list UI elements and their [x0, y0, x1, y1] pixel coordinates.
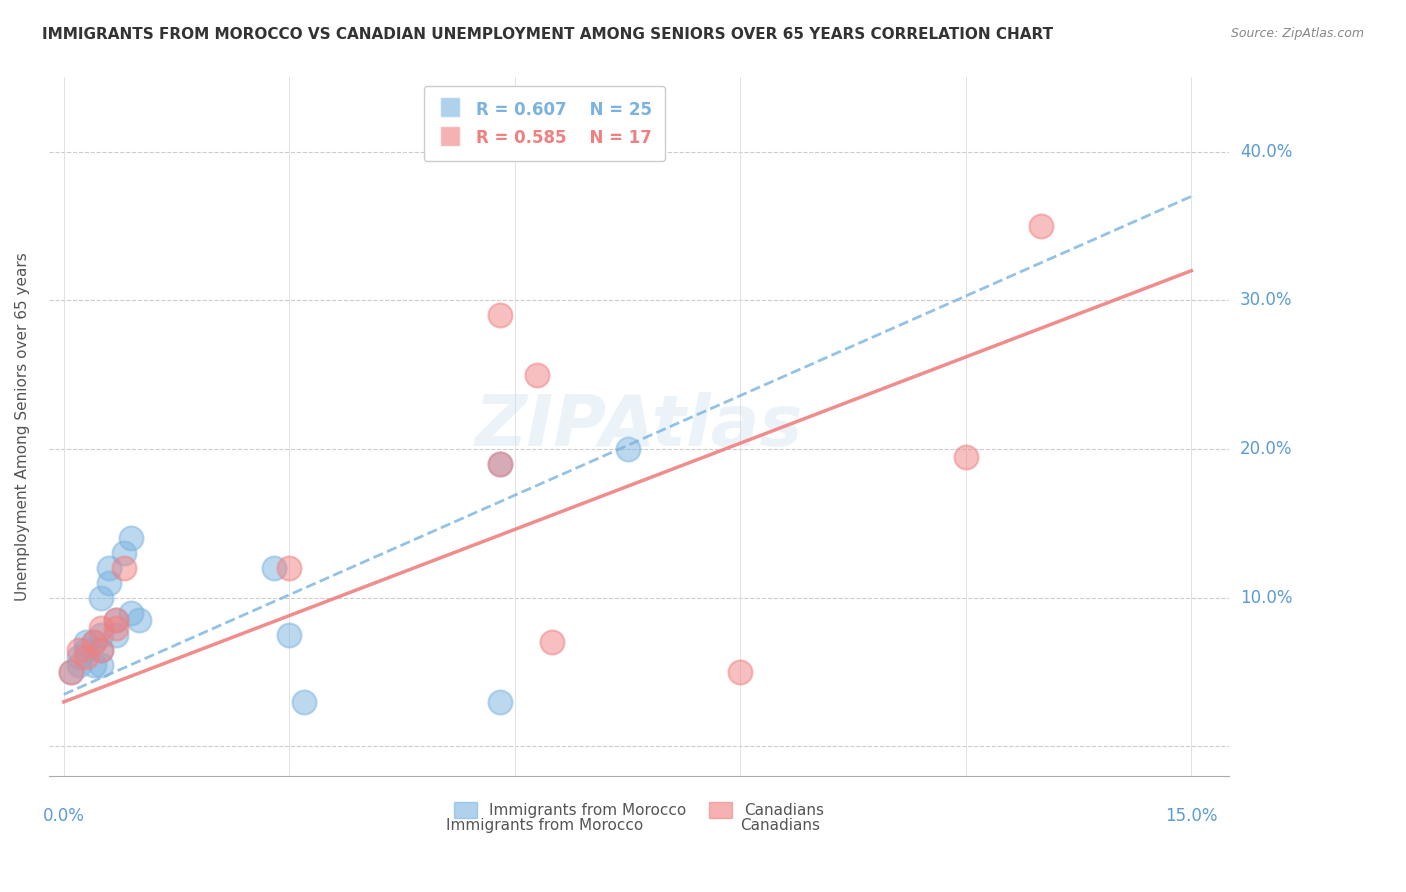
Point: [1029, 219, 1052, 233]
Point: [90, 628, 112, 642]
Point: [112, 546, 135, 560]
Point: [67, 642, 90, 657]
Point: [90, 591, 112, 605]
Point: [75, 635, 97, 649]
Point: [90, 620, 112, 634]
Point: [526, 368, 548, 382]
Point: [60, 665, 83, 679]
Text: 40.0%: 40.0%: [1240, 143, 1292, 161]
Point: [112, 561, 135, 575]
Text: Canadians: Canadians: [741, 818, 821, 833]
Point: [488, 457, 510, 471]
Point: [97, 561, 120, 575]
Point: [292, 695, 315, 709]
Point: [75, 650, 97, 665]
Point: [83, 657, 105, 672]
Point: [90, 642, 112, 657]
Point: [278, 628, 301, 642]
Point: [488, 695, 510, 709]
Point: [120, 606, 142, 620]
Point: [97, 575, 120, 590]
Point: [120, 531, 142, 545]
Point: [105, 613, 128, 627]
Text: Source: ZipAtlas.com: Source: ZipAtlas.com: [1230, 27, 1364, 40]
Point: [105, 613, 128, 627]
Point: [278, 561, 301, 575]
Text: 15.0%: 15.0%: [1166, 806, 1218, 825]
Legend: Immigrants from Morocco, Canadians: Immigrants from Morocco, Canadians: [447, 797, 830, 824]
Point: [83, 635, 105, 649]
Point: [730, 665, 752, 679]
Point: [90, 642, 112, 657]
Point: [541, 635, 564, 649]
Point: [90, 657, 112, 672]
Y-axis label: Unemployment Among Seniors over 65 years: Unemployment Among Seniors over 65 years: [15, 252, 30, 601]
Point: [75, 642, 97, 657]
Point: [67, 650, 90, 665]
Point: [263, 561, 285, 575]
Point: [105, 628, 128, 642]
Text: 20.0%: 20.0%: [1240, 440, 1292, 458]
Text: 0.0%: 0.0%: [42, 806, 84, 825]
Point: [60, 665, 83, 679]
Point: [83, 635, 105, 649]
Text: 30.0%: 30.0%: [1240, 292, 1292, 310]
Point: [128, 613, 150, 627]
Text: Immigrants from Morocco: Immigrants from Morocco: [446, 818, 643, 833]
Point: [105, 620, 128, 634]
Text: 10.0%: 10.0%: [1240, 589, 1292, 607]
Point: [616, 442, 638, 456]
Text: IMMIGRANTS FROM MOROCCO VS CANADIAN UNEMPLOYMENT AMONG SENIORS OVER 65 YEARS COR: IMMIGRANTS FROM MOROCCO VS CANADIAN UNEM…: [42, 27, 1053, 42]
Point: [488, 308, 510, 322]
Text: ZIPAtlas: ZIPAtlas: [475, 392, 803, 461]
Point: [955, 450, 977, 464]
Point: [488, 457, 510, 471]
Point: [67, 657, 90, 672]
